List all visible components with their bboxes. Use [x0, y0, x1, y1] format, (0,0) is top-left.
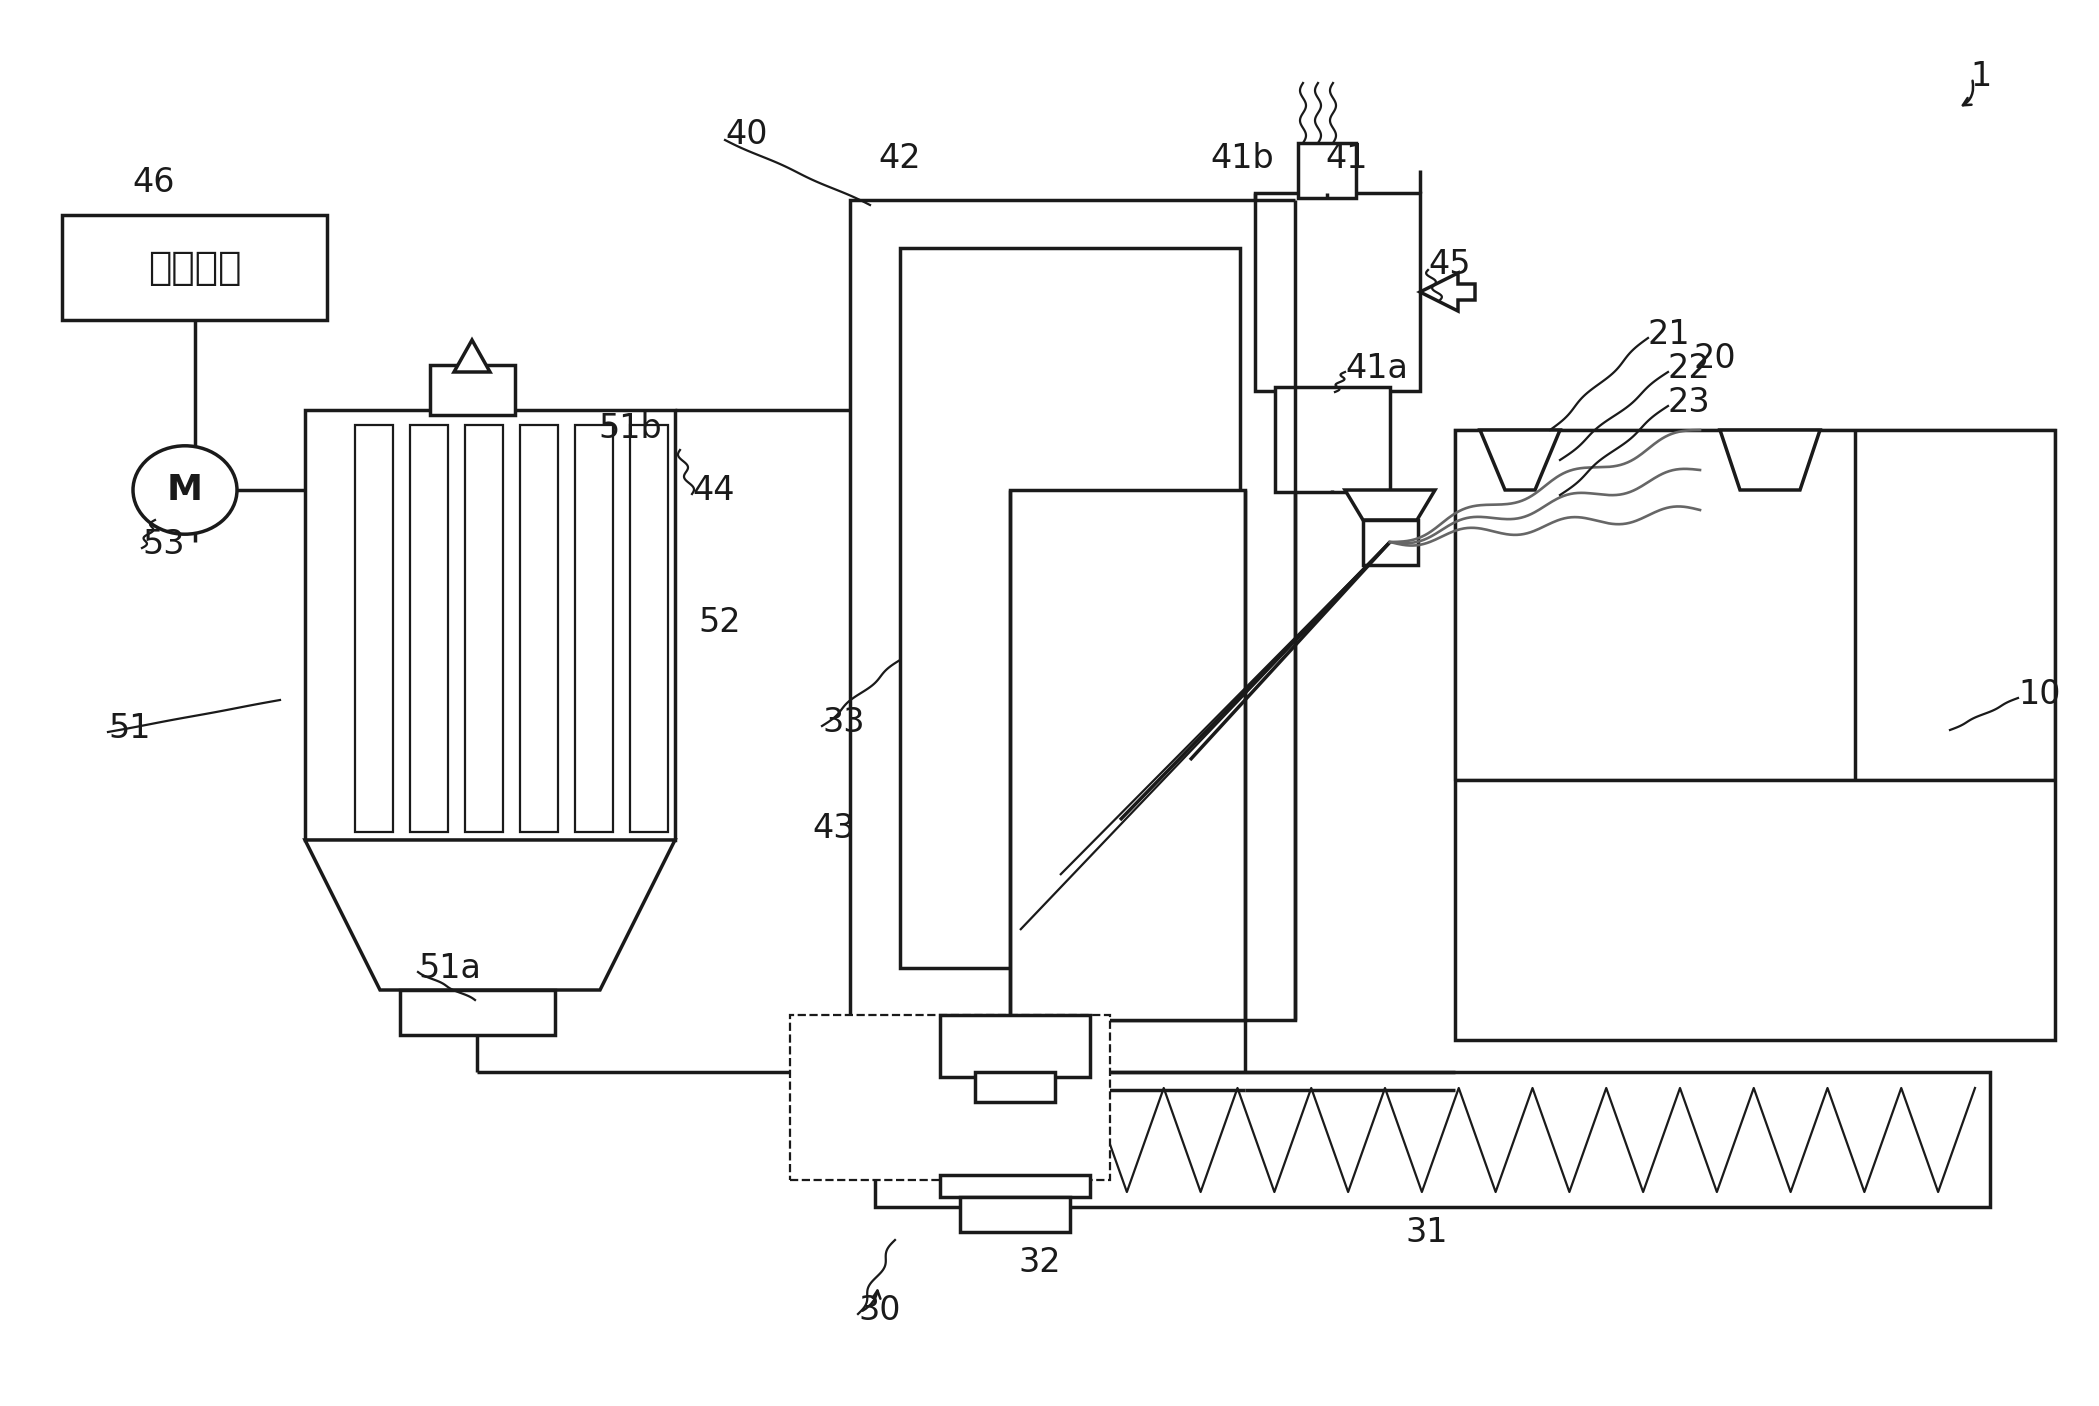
Bar: [850, 200, 1295, 1019]
Text: 51a: 51a: [418, 952, 481, 984]
Text: 53: 53: [143, 529, 185, 561]
Bar: [976, 1071, 1056, 1102]
Bar: [63, 215, 327, 321]
Bar: [1455, 430, 2055, 780]
Polygon shape: [1421, 273, 1476, 311]
Text: 51: 51: [107, 711, 151, 745]
Bar: [575, 425, 613, 832]
Polygon shape: [1345, 491, 1436, 520]
Bar: [630, 425, 667, 832]
Bar: [409, 425, 447, 832]
Text: 1: 1: [1971, 59, 1992, 93]
Bar: [1362, 520, 1419, 565]
Bar: [940, 1015, 1089, 1077]
Polygon shape: [304, 839, 676, 990]
Text: 23: 23: [1669, 385, 1711, 419]
Bar: [521, 425, 558, 832]
Text: 44: 44: [693, 474, 735, 506]
Text: 41a: 41a: [1345, 352, 1408, 384]
Text: 45: 45: [1427, 249, 1471, 281]
Text: 40: 40: [724, 118, 768, 150]
Bar: [466, 425, 504, 832]
Text: 21: 21: [1648, 318, 1690, 350]
Text: 32: 32: [1018, 1246, 1060, 1278]
Bar: [789, 1015, 1110, 1180]
Text: 10: 10: [2017, 679, 2061, 711]
Polygon shape: [1480, 430, 1560, 491]
Bar: [1010, 491, 1245, 1019]
Bar: [304, 411, 676, 839]
Text: 20: 20: [1694, 342, 1736, 374]
Bar: [1297, 143, 1356, 198]
Ellipse shape: [132, 446, 237, 534]
Bar: [1255, 193, 1421, 391]
Text: 52: 52: [699, 606, 741, 638]
Bar: [940, 1175, 1089, 1197]
Text: 46: 46: [132, 166, 174, 198]
Polygon shape: [453, 340, 489, 373]
Text: M: M: [168, 472, 204, 508]
Polygon shape: [1719, 430, 1820, 491]
Text: 41: 41: [1324, 142, 1369, 174]
Text: 51b: 51b: [598, 412, 661, 444]
Bar: [430, 366, 514, 415]
Bar: [355, 425, 393, 832]
Bar: [875, 1071, 1990, 1206]
Text: 43: 43: [812, 811, 854, 845]
Bar: [900, 247, 1241, 967]
Bar: [1274, 387, 1390, 492]
Text: 控制装置: 控制装置: [149, 249, 241, 287]
Text: 33: 33: [823, 706, 865, 738]
Bar: [1455, 430, 2055, 1040]
Bar: [959, 1197, 1070, 1232]
Text: 30: 30: [858, 1294, 900, 1326]
Text: 41b: 41b: [1209, 142, 1274, 174]
Text: 42: 42: [877, 142, 921, 174]
Text: 22: 22: [1669, 352, 1711, 384]
Bar: [401, 990, 554, 1035]
Text: 31: 31: [1404, 1216, 1448, 1249]
